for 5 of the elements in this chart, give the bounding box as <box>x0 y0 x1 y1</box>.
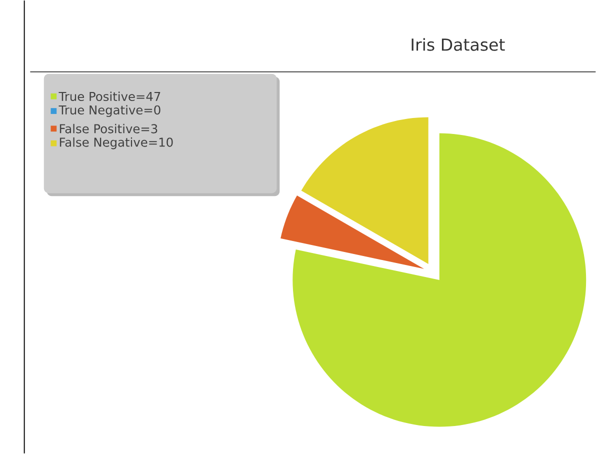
legend-label: False Negative=10 <box>60 137 173 150</box>
chart-title: Iris Dataset <box>412 38 505 51</box>
legend-label: False Positive=3 <box>60 124 158 134</box>
legend-label: True Positive=47 <box>58 92 160 102</box>
legend-label: True Negative=0 <box>58 105 160 117</box>
